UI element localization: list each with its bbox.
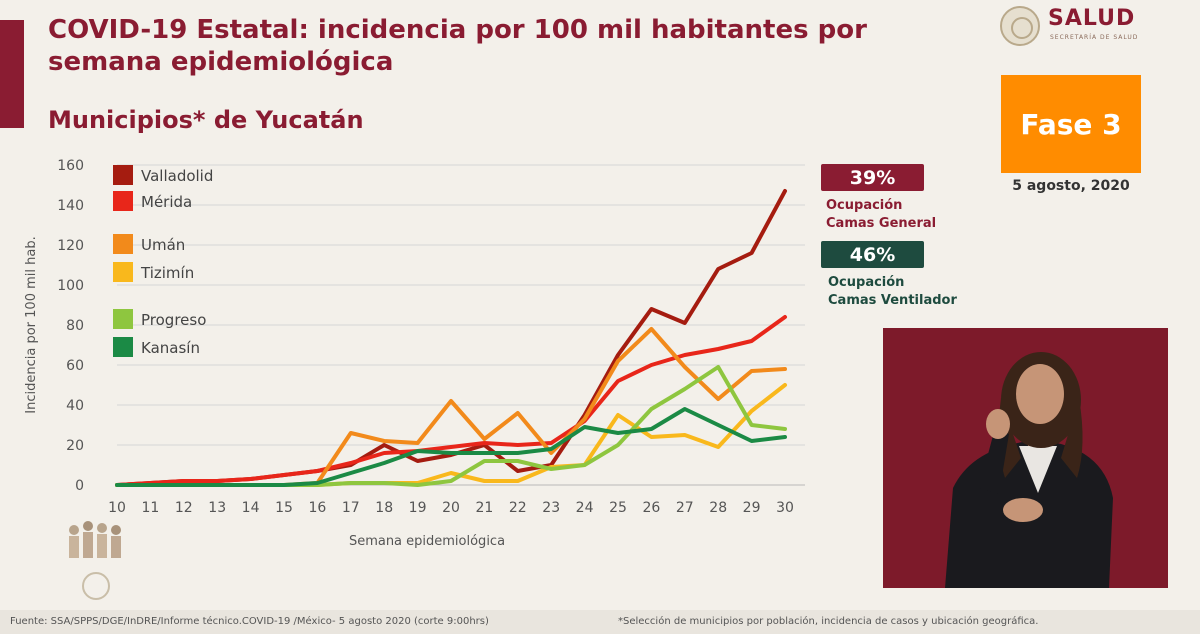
legend-label-3: Tizimín [140,264,194,282]
national-seal-icon [1000,6,1040,46]
y-tick-label: 0 [75,478,84,494]
x-tick-label: 13 [208,500,226,516]
general-occupancy-label-line1: Ocupación [826,198,903,213]
x-tick-label: 19 [409,500,427,516]
x-tick-label: 29 [743,500,761,516]
logo-text: SALUD [1048,6,1136,31]
x-axis-ticks: 10 11 12 13 14 15 16 17 18 19 20 21 22 23 24 25 26 27 28 29… [108,500,794,516]
legend-label-1: Mérida [141,193,192,211]
x-tick-label: 10 [108,500,126,516]
x-tick-label: 15 [275,500,293,516]
legend-label-5: Kanasín [141,339,200,357]
source-note: Fuente: SSA/SPPS/DGE/InDRE/Informe técni… [10,616,489,627]
chart-grid [117,164,805,486]
y-tick-label: 40 [66,398,84,414]
salud-logo: SALUD SECRETARÍA DE SALUD [1000,4,1148,48]
legend-swatch-3 [113,262,133,282]
report-date: 5 agosto, 2020 [1012,178,1130,194]
x-axis-label: Semana epidemiológica [349,534,505,549]
y-tick-label: 20 [66,438,84,454]
general-occupancy-label: Ocupación Camas General [826,197,936,233]
sign-language-interpreter-video [883,328,1168,588]
x-tick-label: 22 [509,500,527,516]
x-tick-label: 12 [175,500,193,516]
chart-legend: Valladolid Mérida Umán Tizimín Progreso Kanas… [113,165,213,357]
x-tick-label: 17 [342,500,360,516]
legend-swatch-5 [113,337,133,357]
x-tick-label: 30 [776,500,794,516]
health-workers-illustration [64,512,128,566]
ventilator-occupancy-badge: 46% [821,241,924,268]
x-tick-label: 23 [542,500,560,516]
incidence-line-chart: 0 20 40 60 80 100 120 140 160 10 11 12 13 14 15 16 17 18… [24,158,805,549]
y-tick-label: 160 [57,158,84,174]
chart-series [115,189,787,487]
y-axis-ticks: 0 20 40 60 80 100 120 140 160 [57,158,84,494]
page-title: COVID-19 Estatal: incidencia por 100 mil… [48,15,867,77]
legend-label-4: Progreso [141,311,206,329]
accent-bar [0,20,24,128]
series-line-5 [115,407,787,487]
x-tick-label: 25 [609,500,627,516]
x-tick-label: 26 [642,500,660,516]
general-occupancy-label-line2: Camas General [826,216,937,231]
legend-label-0: Valladolid [141,167,213,185]
x-tick-label: 27 [676,500,694,516]
x-tick-label: 21 [475,500,493,516]
y-tick-label: 60 [66,358,84,374]
legend-swatch-0 [113,165,133,185]
series-line-4 [115,365,787,487]
legend-label-2: Umán [141,236,185,254]
legend-swatch-4 [113,309,133,329]
x-tick-label: 11 [141,500,159,516]
logo-subtext: SECRETARÍA DE SALUD [1050,34,1139,41]
x-tick-label: 16 [308,500,326,516]
y-axis-label: Incidencia por 100 mil hab. [24,236,39,413]
x-tick-label: 18 [375,500,393,516]
general-occupancy-badge: 39% [821,164,924,191]
legend-swatch-1 [113,191,133,211]
legend-swatch-2 [113,234,133,254]
page-subtitle: Municipios* de Yucatán [48,106,364,134]
seal-watermark-icon [82,572,110,600]
x-tick-label: 20 [442,500,460,516]
footer: Fuente: SSA/SPPS/DGE/InDRE/Informe técni… [0,610,1200,634]
footnote: *Selección de municipios por población, … [618,616,1039,627]
ventilator-occupancy-label-line2: Camas Ventilador [828,293,957,308]
series-line-0 [115,189,787,487]
y-tick-label: 100 [57,278,84,294]
x-tick-label: 14 [242,500,260,516]
y-tick-label: 140 [57,198,84,214]
series-line-1 [115,315,787,487]
ventilator-occupancy-label-line1: Ocupación [828,275,905,290]
x-tick-label: 28 [709,500,727,516]
y-tick-label: 120 [57,238,84,254]
phase-badge: Fase 3 [1001,75,1141,173]
ventilator-occupancy-label: Ocupación Camas Ventilador [828,274,957,310]
x-tick-label: 24 [576,500,594,516]
y-tick-label: 80 [66,318,84,334]
